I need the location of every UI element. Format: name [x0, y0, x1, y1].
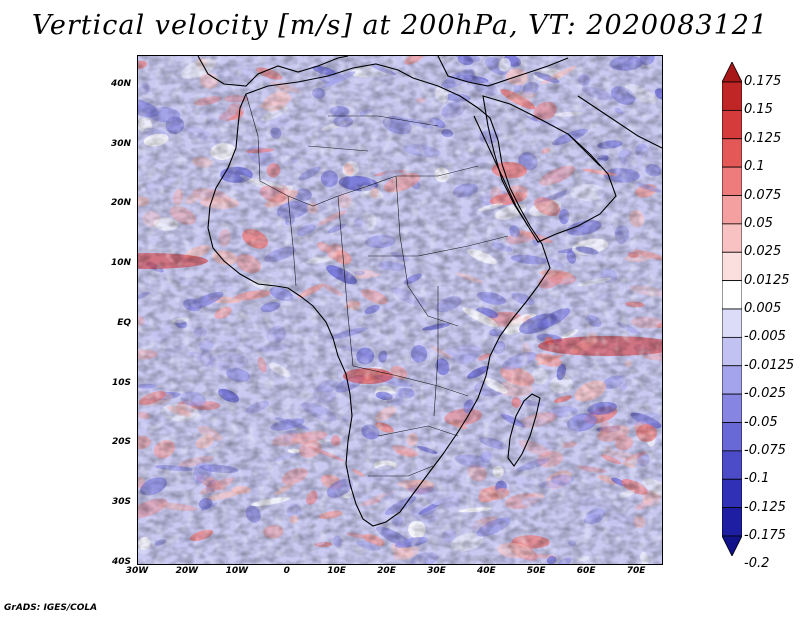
- colorbar-swatch: [722, 507, 742, 537]
- colorbar-swatch: [722, 365, 742, 395]
- iran-coastline: [577, 95, 662, 149]
- colorbar-swatch: [722, 422, 742, 452]
- lon-tick-label: 10E: [327, 566, 346, 576]
- coastlines: [197, 56, 662, 527]
- colorbar-tick-label: 0.175: [744, 74, 782, 89]
- colorbar-tick-label: -0.2: [744, 556, 770, 572]
- credit-text: GrADS: IGES/COLA: [4, 603, 98, 613]
- lat-tick-label: 20S: [111, 437, 131, 448]
- europe-coastline: [197, 56, 349, 87]
- colorbar-swatch: [722, 138, 742, 168]
- lon-tick-label: 20E: [377, 566, 396, 576]
- colorbar-tick-label: -0.0125: [744, 357, 795, 373]
- lat-tick-label: 40N: [110, 78, 131, 89]
- lon-tick-label: 20W: [175, 566, 199, 576]
- lon-tick-label: 0: [283, 566, 290, 576]
- colorbar-swatch: [722, 478, 742, 509]
- colorbar-tick-label: 0.005: [744, 301, 782, 316]
- colorbar-tick-label: -0.125: [744, 499, 786, 515]
- colorbar-swatch: [722, 393, 742, 423]
- colorbar-swatch: [722, 450, 742, 480]
- field-texture-light: [138, 56, 662, 564]
- colorbar-tick-label: 0.025: [744, 244, 782, 260]
- lat-tick-label: 30N: [110, 138, 131, 149]
- colorbar-swatch: [722, 81, 742, 111]
- colorbar-swatch: [722, 166, 742, 196]
- colorbar-tick-label: 0.1: [744, 159, 765, 175]
- colorbar-swatch: [722, 62, 742, 83]
- colorbar-swatch: [722, 336, 742, 367]
- colorbar-swatch: [722, 280, 742, 310]
- persian-gulf: [567, 133, 601, 167]
- colorbar-tick-label: -0.175: [744, 528, 786, 543]
- borders: [245, 93, 509, 477]
- colorbar-tick-label: 0.125: [744, 130, 782, 146]
- colorbar-tick-label: 0.15: [744, 102, 773, 118]
- lon-tick-label: 30E: [427, 566, 446, 576]
- lon-tick-label: 60E: [576, 566, 596, 576]
- lat-tick-label: EQ: [117, 317, 131, 328]
- lat-tick-label: 20N: [110, 198, 131, 209]
- colorbar-tick-label: -0.025: [744, 386, 786, 402]
- colorbar-tick-label: 0.05: [744, 215, 773, 231]
- map-panel: [137, 55, 663, 565]
- colorbar-tick-label: -0.005: [744, 329, 786, 345]
- colorbar-swatch: [722, 109, 742, 140]
- lon-tick-label: 70E: [626, 566, 646, 576]
- lat-tick-label: 10N: [110, 258, 131, 269]
- colorbar-swatch: [722, 535, 742, 556]
- africa-coastline: [207, 63, 551, 527]
- colorbar: [722, 62, 742, 556]
- colorbar-tick-label: -0.1: [744, 471, 770, 487]
- colorbar-swatch: [722, 223, 742, 253]
- lat-tick-label: 30S: [111, 497, 131, 508]
- page-title: Vertical velocity [m/s] at 200hPa, VT: 2…: [31, 10, 769, 41]
- colorbar-tick-label: 0.075: [744, 187, 782, 203]
- red-sea: [473, 115, 529, 227]
- madagascar-coastline: [507, 393, 541, 467]
- vertical-velocity-map: [138, 56, 662, 564]
- colorbar-tick-label: -0.075: [744, 442, 786, 458]
- lon-tick-label: 10W: [225, 566, 249, 576]
- colorbar-swatch: [722, 195, 742, 225]
- lon-tick-label: 30W: [125, 566, 149, 576]
- colorbar-swatch: [722, 251, 742, 282]
- lon-tick-label: 50E: [526, 566, 546, 576]
- lat-tick-label: 10S: [111, 377, 131, 388]
- colorbar-tick-label: -0.05: [744, 414, 778, 430]
- colorbar-tick-label: 0.0125: [744, 272, 790, 288]
- colorbar-swatch: [722, 308, 742, 338]
- mideast-coastline: [437, 56, 569, 87]
- lat-tick-label: 40S: [111, 557, 131, 567]
- lon-tick-label: 40E: [476, 566, 496, 576]
